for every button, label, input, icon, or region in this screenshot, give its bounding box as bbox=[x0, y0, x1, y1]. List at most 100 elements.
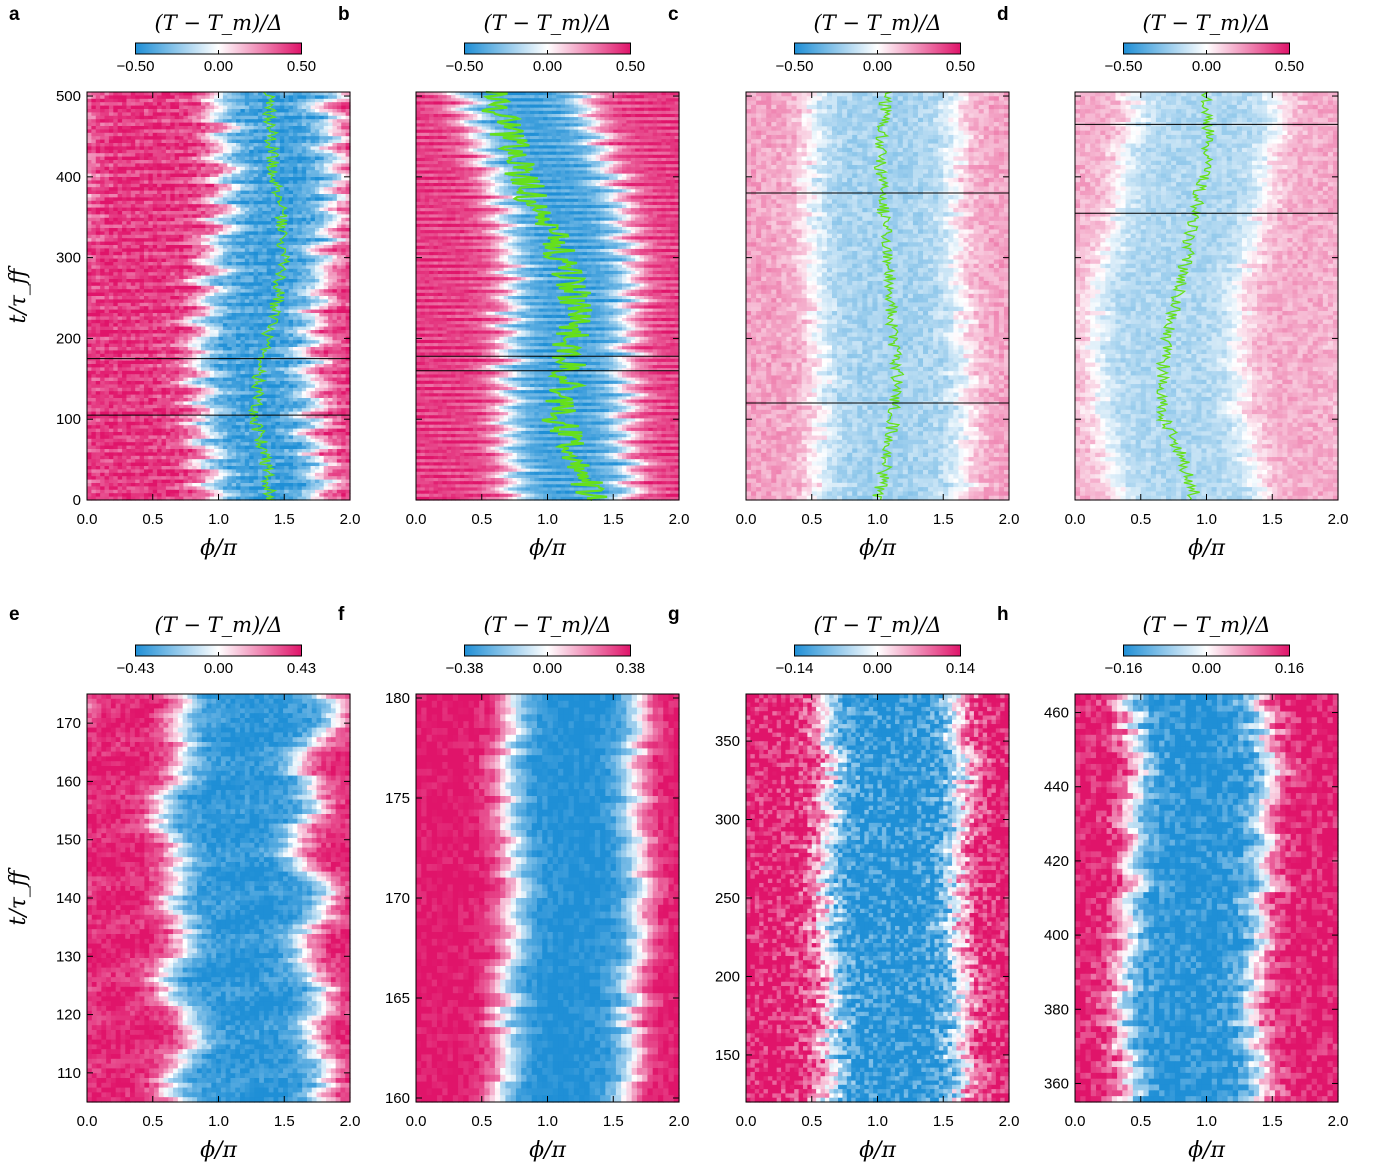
heatmap-cell bbox=[293, 180, 298, 184]
heatmap-cell bbox=[87, 146, 92, 150]
heatmap-cell bbox=[170, 170, 175, 174]
heatmap-cell bbox=[96, 214, 101, 218]
heatmap-cell bbox=[337, 136, 342, 140]
heatmap-cell bbox=[337, 214, 342, 218]
heatmap-cell bbox=[96, 163, 101, 167]
heatmap-cell bbox=[289, 129, 294, 133]
heatmap-cell bbox=[170, 153, 175, 157]
heatmap-cell bbox=[219, 163, 224, 167]
heatmap-cell bbox=[319, 221, 324, 225]
heatmap-cell bbox=[144, 187, 149, 191]
heatmap-cell bbox=[219, 146, 224, 150]
heatmap-cell bbox=[311, 204, 316, 208]
heatmap-cell bbox=[249, 197, 254, 201]
heatmap-cell bbox=[319, 180, 324, 184]
heatmap-cell bbox=[258, 136, 263, 140]
heatmap-cell bbox=[140, 170, 145, 174]
heatmap-cell bbox=[87, 136, 92, 140]
heatmap-cell bbox=[140, 221, 145, 225]
heatmap-cell bbox=[205, 170, 210, 174]
heatmap-cell bbox=[227, 180, 232, 184]
heatmap-cell bbox=[227, 187, 232, 191]
heatmap-cell bbox=[192, 180, 197, 184]
heatmap-cell bbox=[175, 204, 180, 208]
heatmap-cell bbox=[91, 204, 96, 208]
heatmap-cell bbox=[210, 163, 215, 167]
heatmap-cell bbox=[197, 204, 202, 208]
heatmap-cell bbox=[232, 146, 237, 150]
heatmap-cell bbox=[126, 214, 131, 218]
heatmap-cell bbox=[166, 204, 171, 208]
heatmap-cell bbox=[140, 163, 145, 167]
heatmap-cell bbox=[245, 197, 250, 201]
heatmap-cell bbox=[118, 153, 123, 157]
heatmap-cell bbox=[140, 187, 145, 191]
heatmap-cell bbox=[297, 163, 302, 167]
heatmap-cell bbox=[135, 221, 140, 225]
heatmap-cell bbox=[118, 214, 123, 218]
heatmap-cell bbox=[122, 221, 127, 225]
heatmap-cell bbox=[223, 129, 228, 133]
heatmap-cell bbox=[324, 163, 329, 167]
heatmap-cell bbox=[219, 180, 224, 184]
heatmap-cell bbox=[293, 214, 298, 218]
heatmap-cell bbox=[214, 214, 219, 218]
heatmap-cell bbox=[157, 214, 162, 218]
heatmap-cell bbox=[210, 136, 215, 140]
heatmap-cell bbox=[258, 197, 263, 201]
heatmap-cell bbox=[258, 204, 263, 208]
heatmap-cell bbox=[122, 170, 127, 174]
heatmap-cell bbox=[232, 170, 237, 174]
heatmap-cell bbox=[153, 153, 158, 157]
heatmap-cell bbox=[341, 187, 346, 191]
heatmap-cell bbox=[122, 163, 127, 167]
heatmap-cell bbox=[188, 214, 193, 218]
heatmap-cell bbox=[148, 187, 153, 191]
heatmap-cell bbox=[183, 204, 188, 208]
heatmap-cell bbox=[297, 214, 302, 218]
heatmap-cell bbox=[144, 146, 149, 150]
heatmap-cell bbox=[315, 197, 320, 201]
heatmap-cell bbox=[144, 170, 149, 174]
heatmap-cell bbox=[306, 146, 311, 150]
heatmap-cell bbox=[311, 129, 316, 133]
heatmap-cell bbox=[249, 153, 254, 157]
heatmap-cell bbox=[232, 221, 237, 225]
heatmap-cell bbox=[223, 204, 228, 208]
heatmap-cell bbox=[144, 136, 149, 140]
heatmap-cell bbox=[227, 163, 232, 167]
heatmap-cell bbox=[188, 187, 193, 191]
heatmap-cell bbox=[188, 204, 193, 208]
heatmap-cell bbox=[148, 204, 153, 208]
heatmap-cell bbox=[328, 129, 333, 133]
heatmap-cell bbox=[162, 163, 167, 167]
heatmap-cell bbox=[236, 136, 241, 140]
panel-a: a (T − T_m)/Δ−0.50 0.00 0.500.0 0.5 1.0 1.5 2.0… bbox=[6, 4, 360, 561]
heatmap-cell bbox=[254, 221, 259, 225]
heatmap-cell bbox=[175, 163, 180, 167]
heatmap-cell bbox=[328, 187, 333, 191]
heatmap-cell bbox=[205, 129, 210, 133]
heatmap-cell bbox=[113, 146, 118, 150]
heatmap-cell bbox=[162, 129, 167, 133]
heatmap-cell bbox=[262, 170, 267, 174]
heatmap-cell bbox=[100, 170, 105, 174]
heatmap-cell bbox=[201, 129, 206, 133]
heatmap-cell bbox=[328, 204, 333, 208]
heatmap-cell bbox=[179, 146, 184, 150]
heatmap-cell bbox=[131, 146, 136, 150]
heatmap-cell bbox=[262, 153, 267, 157]
heatmap-cell bbox=[240, 180, 245, 184]
heatmap-cell bbox=[201, 221, 206, 225]
heatmap-cell bbox=[306, 136, 311, 140]
heatmap-cell bbox=[188, 129, 193, 133]
heatmap-cell bbox=[170, 136, 175, 140]
heatmap-cell bbox=[214, 180, 219, 184]
heatmap-cell bbox=[140, 204, 145, 208]
heatmap-cell bbox=[258, 153, 263, 157]
heatmap-cell bbox=[284, 163, 289, 167]
heatmap-cell bbox=[280, 146, 285, 150]
heatmap-cell bbox=[249, 204, 254, 208]
heatmap-cell bbox=[293, 204, 298, 208]
heatmap-cell bbox=[100, 146, 105, 150]
